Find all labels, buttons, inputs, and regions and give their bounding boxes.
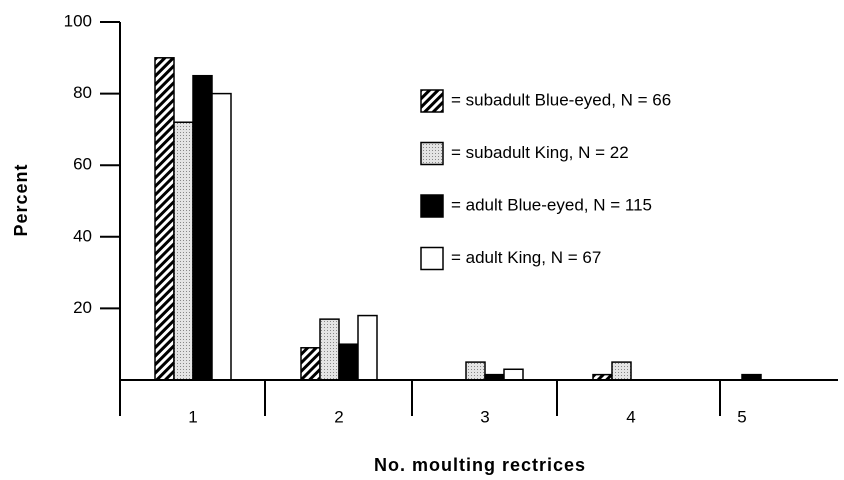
bar — [192, 74, 213, 381]
bar — [319, 318, 340, 381]
bar — [173, 121, 194, 381]
y-tick-label: 100 — [64, 11, 92, 30]
y-tick-label: 20 — [73, 298, 92, 317]
legend-swatch — [420, 141, 444, 166]
bar — [357, 314, 378, 381]
x-tick-label: 5 — [737, 407, 746, 426]
bar — [154, 57, 175, 381]
legend-swatch — [420, 89, 444, 113]
y-tick-label: 60 — [73, 155, 92, 174]
bar — [611, 361, 632, 381]
bar — [338, 343, 359, 381]
x-tick-label: 3 — [480, 407, 489, 426]
legend-swatch — [420, 194, 444, 218]
legend-label: = subadult Blue-eyed, N = 66 — [451, 90, 671, 109]
bar — [300, 347, 321, 381]
bar — [503, 368, 524, 381]
y-tick-label: 80 — [73, 83, 92, 102]
y-axis-label: Percent — [11, 163, 31, 236]
bar — [211, 92, 232, 381]
x-tick-label: 2 — [334, 407, 343, 426]
x-tick-label: 4 — [626, 407, 635, 426]
legend-label: = subadult King, N = 22 — [451, 143, 629, 162]
y-tick-label: 40 — [73, 226, 92, 245]
bar — [465, 361, 486, 381]
x-tick-label: 1 — [188, 407, 197, 426]
legend-label: = adult King, N = 67 — [451, 248, 601, 267]
legend-label: = adult Blue-eyed, N = 115 — [451, 195, 652, 214]
legend-swatch — [420, 246, 444, 271]
x-axis-label: No. moulting rectrices — [374, 455, 586, 475]
